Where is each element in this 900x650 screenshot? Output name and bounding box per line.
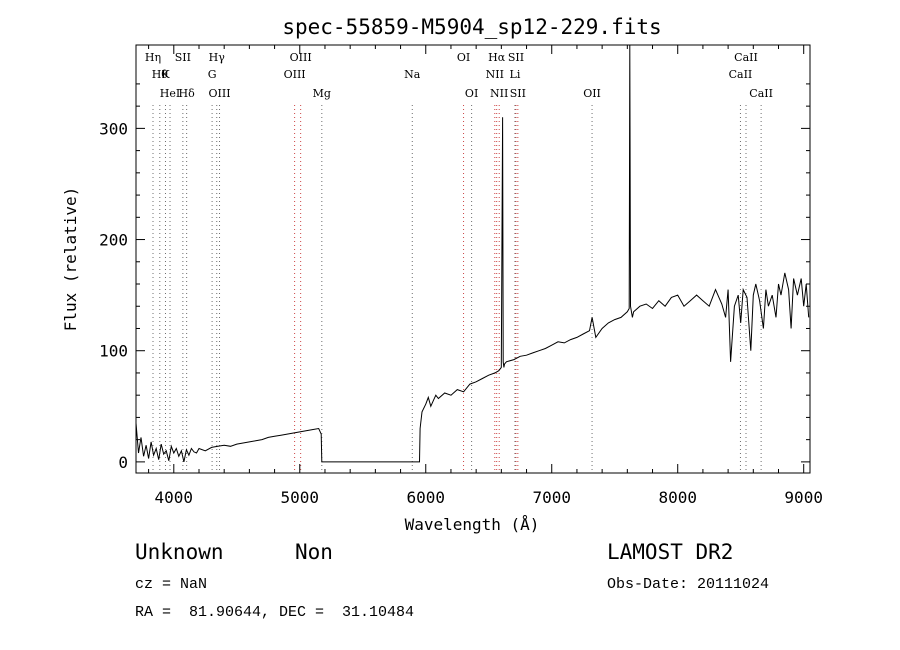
spectral-line-label: SII <box>508 51 524 64</box>
y-axis-label: Flux (relative) <box>61 187 80 332</box>
spectral-line-label: G <box>208 68 217 81</box>
survey-label: LAMOST DR2 <box>607 540 734 564</box>
spectral-line-label: CaII <box>734 51 758 64</box>
spectral-line-label: SII <box>175 51 191 64</box>
spectral-line-markers: Hη HθK HeI SII Hδ G Hγ OIII Mg Na OI Li OII CaII CaII C… <box>145 51 773 473</box>
spectral-line-label: OII <box>583 87 601 100</box>
spectral-line-label: OIII <box>284 68 306 81</box>
spectral-line-label: HeI <box>160 87 180 100</box>
spectral-line-label: Na <box>404 68 421 81</box>
subclass-label: Non <box>295 540 333 564</box>
spectral-line-label: OI <box>465 87 478 100</box>
spectral-line-label: OIII <box>290 51 312 64</box>
spectral-line-label: OI <box>457 51 470 64</box>
x-axis-label: Wavelength (Å) <box>405 515 540 534</box>
spectral-line-label: Li <box>510 68 521 81</box>
spectral-line-label: NII <box>486 68 504 81</box>
cz-value: cz = NaN <box>135 576 208 593</box>
x-tick-label: 5000 <box>281 488 320 507</box>
x-tick-label: 9000 <box>784 488 823 507</box>
spectral-line-label: NII <box>490 87 508 100</box>
x-tick-label: 6000 <box>406 488 445 507</box>
spectral-line-label: K <box>161 68 170 81</box>
class-label: Unknown <box>135 540 224 564</box>
x-tick-label: 8000 <box>658 488 697 507</box>
spectral-line-label: Hθ <box>152 68 169 81</box>
spectral-line-label: Hα <box>488 51 506 64</box>
spectral-line-label: Hγ <box>209 51 226 64</box>
x-tick-label: 7000 <box>532 488 571 507</box>
ra-dec: RA = 81.90644, DEC = 31.10484 <box>135 604 415 621</box>
obs-date: Obs-Date: 20111024 <box>607 576 770 593</box>
spectral-line-label: OIII <box>208 87 230 100</box>
chart-title: spec-55859-M5904_sp12-229.fits <box>282 15 661 39</box>
spectral-line-label: Hη <box>145 51 161 64</box>
x-tick-label: 4000 <box>155 488 194 507</box>
y-tick-label: 300 <box>99 119 128 138</box>
spectral-line-label: CaII <box>729 68 753 81</box>
spectral-line-label: Mg <box>313 87 331 100</box>
y-tick-label: 200 <box>99 231 128 250</box>
y-axis: 0 100 200 300 <box>99 83 810 472</box>
spectral-line-label: CaII <box>749 87 773 100</box>
y-tick-label: 100 <box>99 342 128 361</box>
spectral-line-label: SII <box>510 87 526 100</box>
x-axis: 4000 5000 6000 7000 8000 9000 <box>148 45 823 507</box>
plot-frame <box>135 44 811 474</box>
spectrum-line <box>135 44 810 463</box>
spectral-line-label: Hδ <box>179 87 196 100</box>
y-tick-label: 0 <box>118 453 128 472</box>
